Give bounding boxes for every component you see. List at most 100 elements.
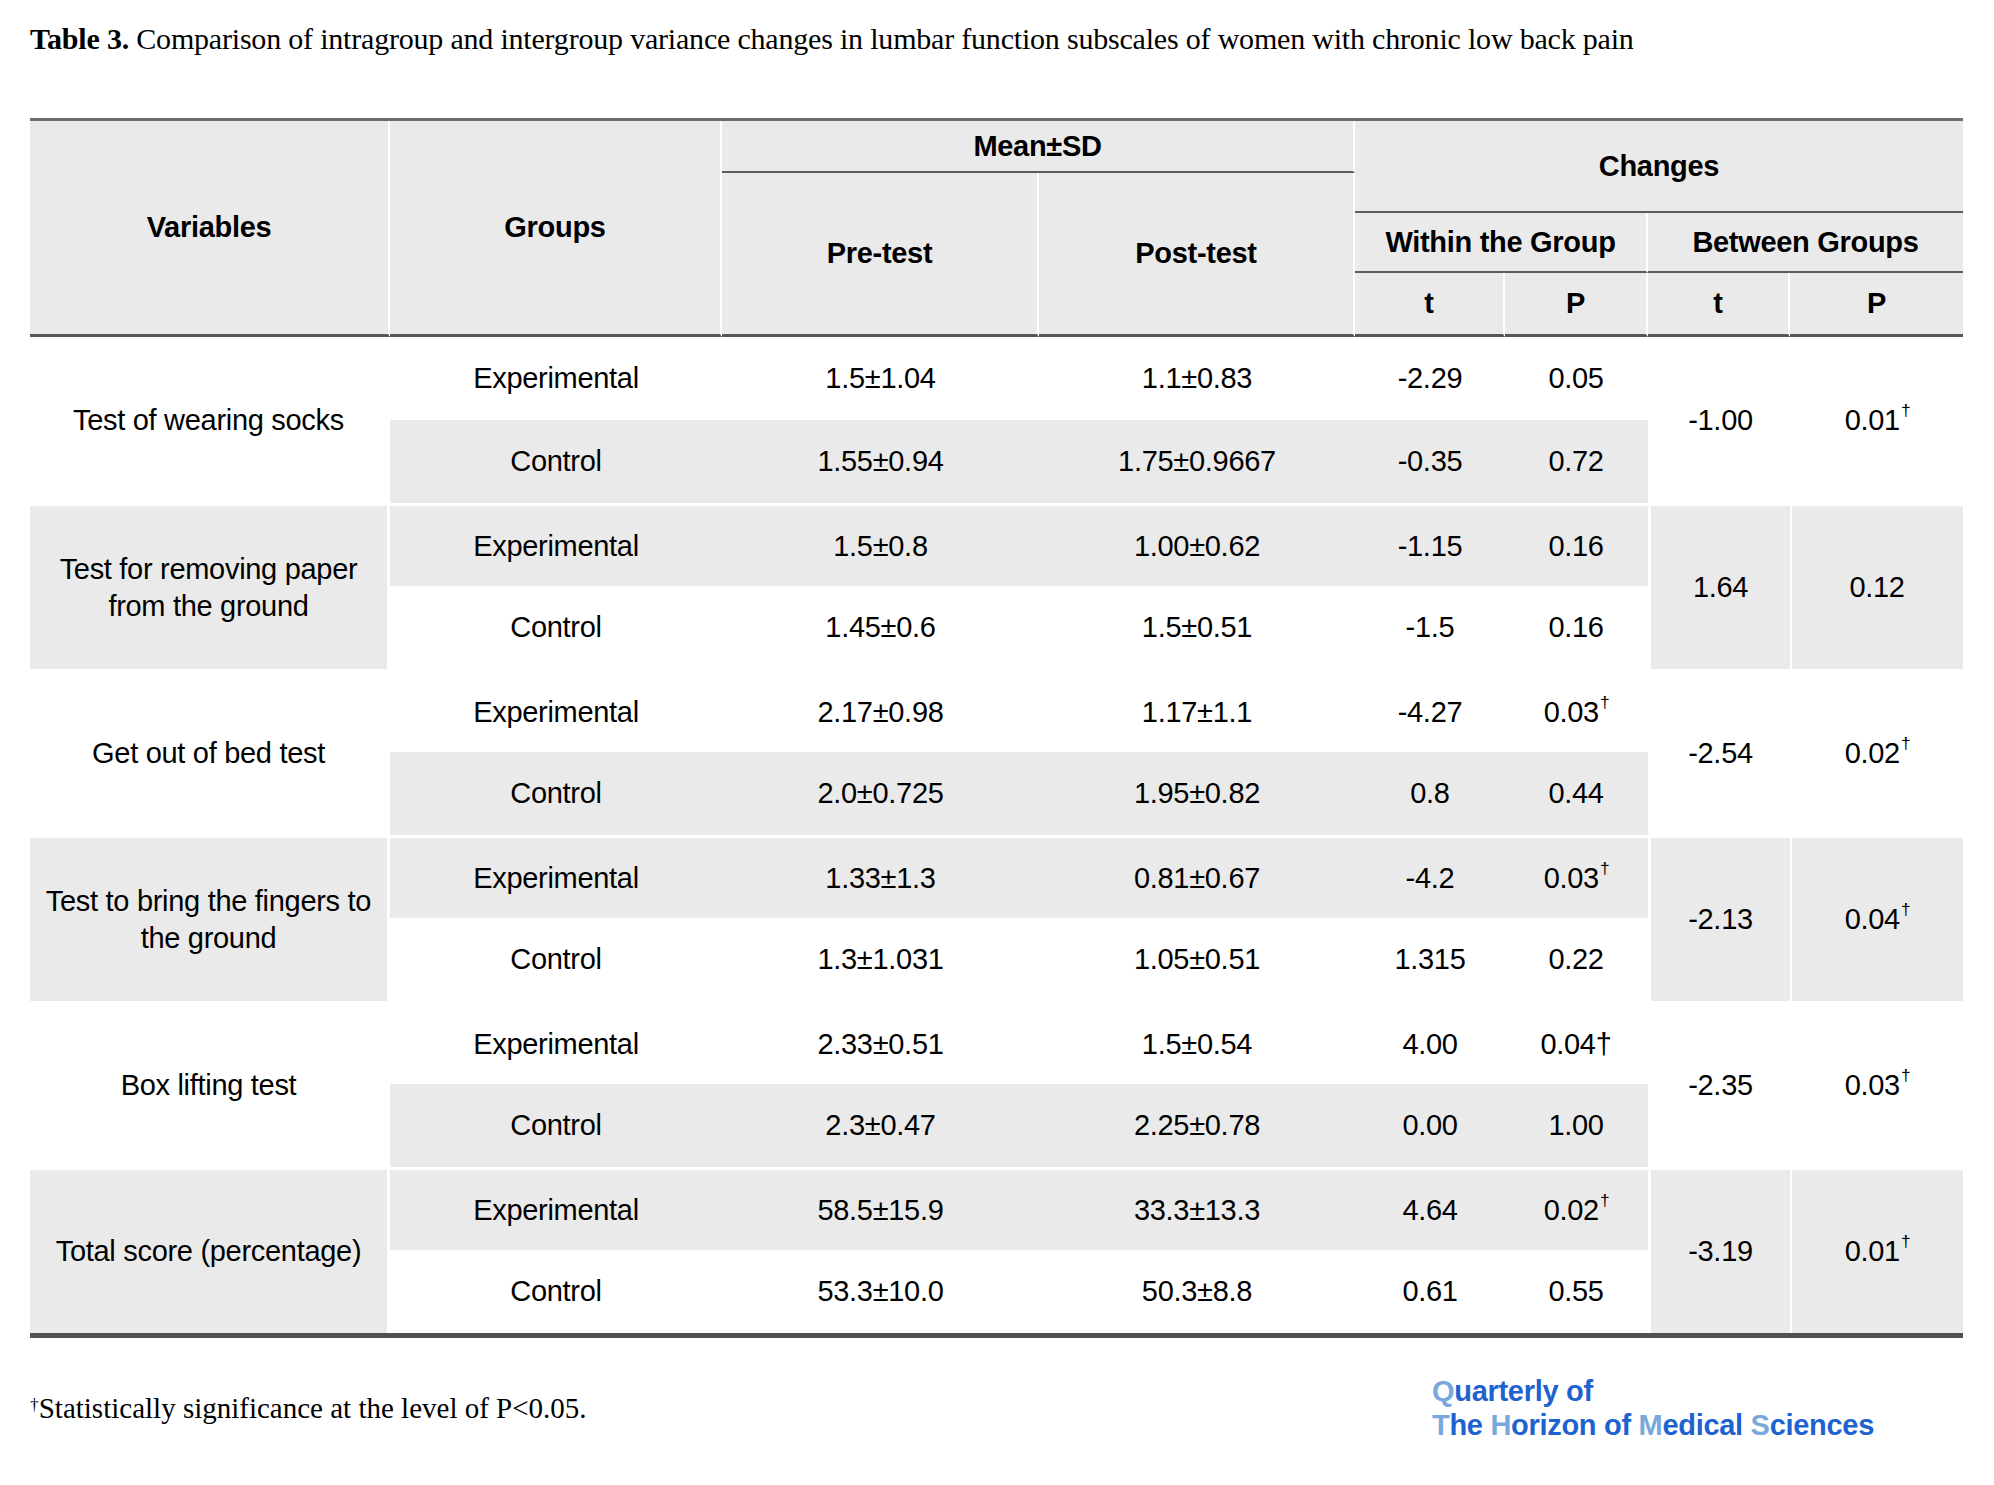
cell-p-between: 0.04† xyxy=(1790,835,1963,1001)
cell-post-test: 1.00±0.62 xyxy=(1039,503,1355,586)
cell-post-test: 2.25±0.78 xyxy=(1039,1084,1355,1167)
p-value: 0.01 xyxy=(1845,1233,1900,1269)
cell-group: Control xyxy=(390,918,722,1001)
cell-p-within: 0.22 xyxy=(1505,918,1648,1001)
header-groups: Groups xyxy=(390,121,722,337)
cell-t-within: -1.5 xyxy=(1355,586,1505,669)
cell-group: Experimental xyxy=(390,503,722,586)
cell-t-within: -4.27 xyxy=(1355,669,1505,752)
cell-group: Experimental xyxy=(390,669,722,752)
cell-p-within: 0.05 xyxy=(1505,337,1648,420)
results-table: Variables Groups Mean±SD Changes Pre-tes… xyxy=(30,118,1963,1338)
cell-p-within: 0.72 xyxy=(1505,420,1648,503)
cell-variable: Test for removing paper from the ground xyxy=(30,503,390,669)
cell-group: Control xyxy=(390,586,722,669)
cell-post-test: 1.75±0.9667 xyxy=(1039,420,1355,503)
p-value: 0.16 xyxy=(1548,609,1603,645)
cell-pre-test: 1.5±0.8 xyxy=(722,503,1039,586)
cell-t-within: 0.8 xyxy=(1355,752,1505,835)
cell-post-test: 33.3±13.3 xyxy=(1039,1167,1355,1250)
cell-pre-test: 2.33±0.51 xyxy=(722,1001,1039,1084)
p-value: 0.04 xyxy=(1845,901,1900,937)
cell-t-within: -2.29 xyxy=(1355,337,1505,420)
header-changes: Changes xyxy=(1355,121,1963,213)
cell-pre-test: 53.3±10.0 xyxy=(722,1250,1039,1333)
cell-variable: Get out of bed test xyxy=(30,669,390,835)
cell-post-test: 1.05±0.51 xyxy=(1039,918,1355,1001)
header-variables: Variables xyxy=(30,121,390,337)
cell-pre-test: 1.3±1.031 xyxy=(722,918,1039,1001)
table-caption-text: Comparison of intragroup and intergroup … xyxy=(129,22,1634,55)
cell-t-between: -3.19 xyxy=(1648,1167,1790,1333)
cell-p-within: 0.03† xyxy=(1505,835,1648,918)
header-p-between: P xyxy=(1790,273,1963,337)
cell-pre-test: 2.0±0.725 xyxy=(722,752,1039,835)
p-value: 0.44 xyxy=(1548,775,1603,811)
cell-t-between: -1.00 xyxy=(1648,337,1790,503)
cell-t-between: 1.64 xyxy=(1648,503,1790,669)
p-value: 0.02 xyxy=(1845,735,1900,771)
p-value: 0.03 xyxy=(1544,860,1599,896)
cell-t-within: 4.64 xyxy=(1355,1167,1505,1250)
header-t-between: t xyxy=(1648,273,1790,337)
cell-p-within: 0.55 xyxy=(1505,1250,1648,1333)
cell-t-within: 1.315 xyxy=(1355,918,1505,1001)
cell-group: Experimental xyxy=(390,1001,722,1084)
cell-pre-test: 2.3±0.47 xyxy=(722,1084,1039,1167)
cell-p-between: 0.03† xyxy=(1790,1001,1963,1167)
cell-t-within: -0.35 xyxy=(1355,420,1505,503)
cell-group: Experimental xyxy=(390,337,722,420)
p-value: 0.02 xyxy=(1544,1192,1599,1228)
p-value: 0.05 xyxy=(1548,360,1603,396)
p-value: 0.03 xyxy=(1544,694,1599,730)
cell-p-within: 0.03† xyxy=(1505,669,1648,752)
cell-t-between: -2.13 xyxy=(1648,835,1790,1001)
paper-page: Table 3. Comparison of intragroup and in… xyxy=(0,0,1994,1485)
p-dagger: † xyxy=(1600,692,1609,714)
cell-variable: Total score (percentage) xyxy=(30,1167,390,1333)
cell-group: Experimental xyxy=(390,1167,722,1250)
p-value: 0.22 xyxy=(1548,941,1603,977)
p-dagger: † xyxy=(1600,1190,1609,1212)
header-t-within: t xyxy=(1355,273,1505,337)
cell-post-test: 50.3±8.8 xyxy=(1039,1250,1355,1333)
logo-line-2: The Horizon of Medical Sciences xyxy=(1432,1408,1874,1442)
cell-p-between: 0.12 xyxy=(1790,503,1963,669)
cell-p-between: 0.01† xyxy=(1790,337,1963,503)
cell-group: Experimental xyxy=(390,835,722,918)
p-value: 0.55 xyxy=(1548,1273,1603,1309)
cell-group: Control xyxy=(390,752,722,835)
p-value: 1.00 xyxy=(1548,1107,1603,1143)
p-dagger: † xyxy=(1901,899,1910,921)
p-value: 0.01 xyxy=(1845,402,1900,438)
cell-t-within: 0.61 xyxy=(1355,1250,1505,1333)
cell-t-within: -1.15 xyxy=(1355,503,1505,586)
cell-t-between: -2.54 xyxy=(1648,669,1790,835)
cell-p-within: 0.02† xyxy=(1505,1167,1648,1250)
cell-post-test: 1.1±0.83 xyxy=(1039,337,1355,420)
table-caption-label: Table 3. xyxy=(30,22,129,55)
p-value: 0.04† xyxy=(1540,1026,1611,1062)
logo-line-1: Quarterly of xyxy=(1432,1374,1874,1408)
cell-variable: Test of wearing socks xyxy=(30,337,390,503)
p-dagger: † xyxy=(1901,1065,1910,1087)
cell-group: Control xyxy=(390,1084,722,1167)
cell-post-test: 1.5±0.51 xyxy=(1039,586,1355,669)
cell-p-within: 0.16 xyxy=(1505,586,1648,669)
footnote-text: Statistically significance at the level … xyxy=(39,1392,587,1424)
header-pre-test: Pre-test xyxy=(722,173,1039,337)
cell-pre-test: 1.5±1.04 xyxy=(722,337,1039,420)
cell-p-within: 0.16 xyxy=(1505,503,1648,586)
cell-t-within: 0.00 xyxy=(1355,1084,1505,1167)
cell-group: Control xyxy=(390,420,722,503)
header-post-test: Post-test xyxy=(1039,173,1355,337)
cell-variable: Test to bring the fingers to the ground xyxy=(30,835,390,1001)
table-caption: Table 3. Comparison of intragroup and in… xyxy=(30,22,1960,56)
cell-group: Control xyxy=(390,1250,722,1333)
p-value: 0.12 xyxy=(1849,569,1904,605)
p-dagger: † xyxy=(1901,400,1910,422)
cell-p-within: 0.44 xyxy=(1505,752,1648,835)
cell-p-within: 0.04† xyxy=(1505,1001,1648,1084)
header-p-within: P xyxy=(1505,273,1648,337)
cell-p-between: 0.01† xyxy=(1790,1167,1963,1333)
